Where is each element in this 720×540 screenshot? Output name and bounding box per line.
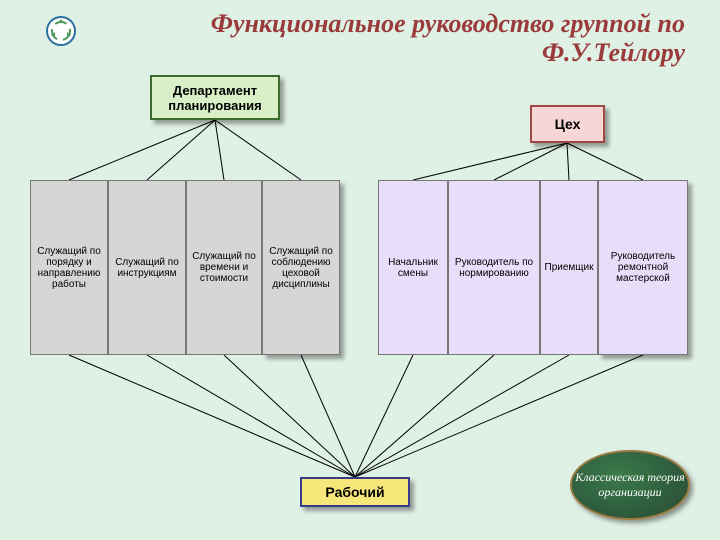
dept-column: Служащий по порядку и направлению работы	[30, 180, 108, 355]
recycle-icon	[45, 15, 77, 47]
dept-column: Руководитель ремонтной мастерской	[598, 180, 688, 355]
dept-column: Руководитель по нормированию	[448, 180, 540, 355]
planning-dept-label: Департамент планирования	[158, 83, 272, 113]
planning-dept-node: Департамент планирования	[150, 75, 280, 120]
dept-column: Служащий по инструкциям	[108, 180, 186, 355]
shop-node: Цех	[530, 105, 605, 143]
shop-label: Цех	[555, 116, 581, 132]
dept-column: Служащий по времени и стоимости	[186, 180, 262, 355]
worker-label: Рабочий	[325, 484, 384, 500]
theory-badge-label: Классическая теория организации	[572, 470, 688, 500]
theory-badge: Классическая теория организации	[570, 450, 690, 520]
page-title: Функциональное руководство группой по Ф.…	[125, 10, 685, 67]
dept-column: Служащий по соблюдению цеховой дисциплин…	[262, 180, 340, 355]
dept-column: Приемщик	[540, 180, 598, 355]
dept-column: Начальник смены	[378, 180, 448, 355]
worker-node: Рабочий	[300, 477, 410, 507]
